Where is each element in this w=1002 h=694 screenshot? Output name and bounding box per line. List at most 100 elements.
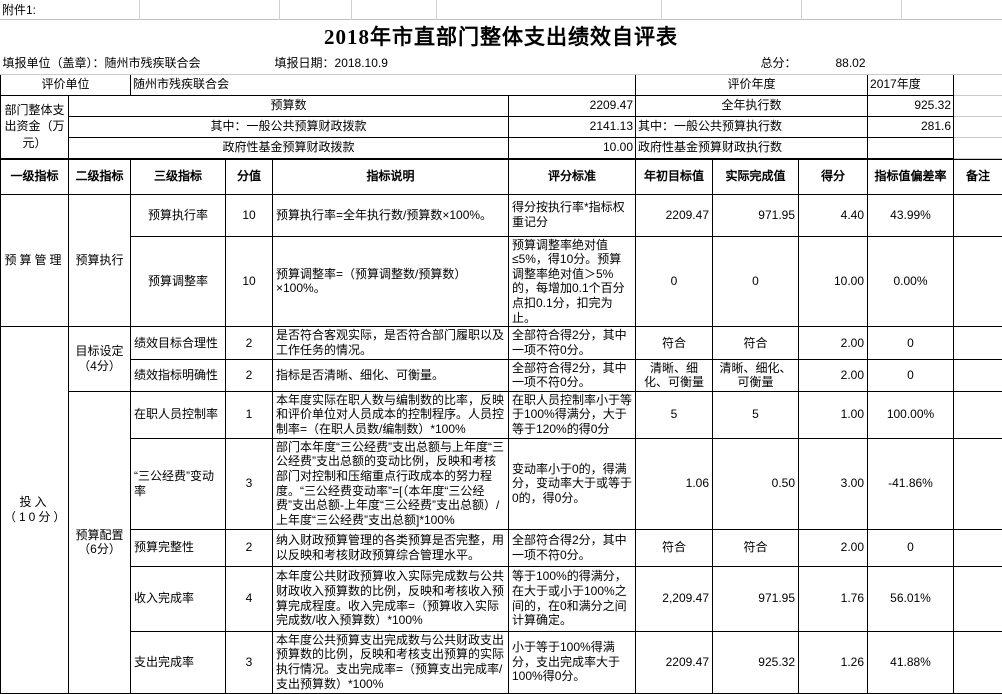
cell-weight: 3 bbox=[226, 438, 273, 529]
cell-deviation: 100.00% bbox=[868, 391, 954, 438]
table-row: “三公经费”变动率 3 部门本年度“三公经费”支出总额与上年度“三公经费”支出总… bbox=[1, 438, 1002, 529]
cell-actual: 符合 bbox=[713, 529, 799, 566]
table-row: 支出完成率 3 本年度公共预算支出完成数与公共财政支出预算数的比例，反映和考核支… bbox=[1, 631, 1002, 693]
cell-description: 本年度公共预算支出完成数与公共财政支出预算数的比例，反映和考核支出预算的实际执行… bbox=[273, 631, 509, 693]
table-row: 收入完成率 4 本年度公共财政预算收入实际完成数与公共财政收入预算数的比例，反映… bbox=[1, 566, 1002, 631]
attachment-spacer-5 bbox=[662, 0, 802, 20]
cell-remark bbox=[954, 438, 1002, 529]
attachment-label: 附件1: bbox=[0, 0, 140, 20]
cell-description: 预算调整率=（预算调整数/预算数）×100%。 bbox=[273, 236, 509, 327]
cell-score: 1.76 bbox=[799, 566, 868, 631]
table-row: 投入（10分） 目标设定（4分） 绩效目标合理性 2 是否符合客观实际，是否符合… bbox=[1, 327, 1002, 359]
cell-deviation: 0 bbox=[868, 529, 954, 566]
total-score-value: 88.02 bbox=[799, 53, 868, 74]
cell-remark bbox=[954, 566, 1002, 631]
funds-right-value-0: 925.32 bbox=[868, 95, 954, 116]
cell-actual: 符合 bbox=[713, 327, 799, 359]
cell-level3: 支出完成率 bbox=[131, 631, 226, 693]
funds-left-label-2: 政府性基金预算财政拨款 bbox=[69, 137, 509, 158]
cell-weight: 2 bbox=[226, 359, 273, 391]
cell-deviation: 43.99% bbox=[868, 194, 954, 236]
attachment-spacer-1 bbox=[140, 0, 280, 20]
attachment-spacer-2 bbox=[280, 0, 352, 20]
cell-deviation: 0.00% bbox=[868, 236, 954, 327]
cell-criteria: 全部符合得2分，其中一项不符0分。 bbox=[509, 359, 636, 391]
cell-criteria: 在职人员控制率小于等于100%得满分，大于等于120%的得0分 bbox=[509, 391, 636, 438]
meta-filing-spacer bbox=[636, 53, 713, 74]
funds-right-label-0: 全年执行数 bbox=[636, 95, 868, 116]
meta-row-funds-3: 政府性基金预算财政拨款 10.00 政府性基金预算财政执行数 bbox=[1, 137, 1002, 158]
cell-description: 指标是否清晰、细化、可衡量。 bbox=[273, 359, 509, 391]
cell-score: 4.40 bbox=[799, 194, 868, 236]
title-band: 2018年市直部门整体支出绩效自评表 bbox=[0, 20, 1002, 53]
table-row: 预算完整性 2 纳入财政预算管理的各类预算是否完整，用以反映和考核财政预算综合管… bbox=[1, 529, 1002, 566]
cell-score: 1.00 bbox=[799, 391, 868, 438]
meta-eval-spacer bbox=[954, 74, 1002, 95]
cell-score: 3.00 bbox=[799, 438, 868, 529]
cell-score: 10.00 bbox=[799, 236, 868, 327]
cell-target: 2209.47 bbox=[636, 631, 713, 693]
funds-left-label-0: 预算数 bbox=[69, 95, 509, 116]
cell-score: 2.00 bbox=[799, 529, 868, 566]
cell-target: 清晰、细化、可衡量 bbox=[636, 359, 713, 391]
funds-left-value-1: 2141.13 bbox=[509, 116, 636, 137]
cell-score: 2.00 bbox=[799, 327, 868, 359]
cell-deviation: 0 bbox=[868, 359, 954, 391]
attachment-strip: 附件1: bbox=[0, 0, 1002, 20]
meta-table: 填报单位（盖章）：随州市残疾联合会 填报日期：2018.10.9 总分： 88.… bbox=[0, 53, 1002, 159]
cell-level3: 预算执行率 bbox=[131, 194, 226, 236]
cell-criteria: 预算调整率绝对值≤5%，得10分。预算调整率绝对值＞5%的，每增加0.1个百分点… bbox=[509, 236, 636, 327]
col-header-remark: 备注 bbox=[954, 159, 1002, 194]
cell-score: 2.00 bbox=[799, 359, 868, 391]
cell-target: 符合 bbox=[636, 327, 713, 359]
funds-left-value-2: 10.00 bbox=[509, 137, 636, 158]
funds-right-value-1: 281.6 bbox=[868, 116, 954, 137]
cell-level3: 绩效目标合理性 bbox=[131, 327, 226, 359]
cell-criteria: 等于100%的得满分，在大于或小于100%之间的，在0和满分之间计算确定。 bbox=[509, 566, 636, 631]
meta-filing-spacer-3 bbox=[954, 53, 1002, 74]
cell-level1: 预算管理 bbox=[1, 194, 69, 327]
funds-right-value-2 bbox=[868, 137, 954, 158]
col-header-target: 年初目标值 bbox=[636, 159, 713, 194]
col-header-level1: 一级指标 bbox=[1, 159, 69, 194]
cell-weight: 10 bbox=[226, 194, 273, 236]
cell-description: 部门本年度“三公经费”支出总额与上年度“三公经费”支出总额的变动比例，反映和考核… bbox=[273, 438, 509, 529]
cell-level3: 收入完成率 bbox=[131, 566, 226, 631]
cell-weight: 2 bbox=[226, 529, 273, 566]
cell-weight: 3 bbox=[226, 631, 273, 693]
table-row: 预算配置（6分） 在职人员控制率 1 本年度实际在职人数与编制数的比率，反映和评… bbox=[1, 391, 1002, 438]
eval-year-label: 评价年度 bbox=[636, 74, 868, 95]
cell-level3: 在职人员控制率 bbox=[131, 391, 226, 438]
cell-criteria: 全部符合得2分，其中一项不符0分。 bbox=[509, 327, 636, 359]
funds-right-label-1: 其中：一般公共预算执行数 bbox=[636, 116, 868, 137]
cell-remark bbox=[954, 529, 1002, 566]
cell-level2: 预算执行 bbox=[69, 194, 131, 327]
cell-target: 2,209.47 bbox=[636, 566, 713, 631]
filing-date-label: 填报日期：2018.10.9 bbox=[273, 53, 636, 74]
attachment-spacer-3 bbox=[352, 0, 437, 20]
cell-description: 预算执行率=全年执行数/预算数×100%。 bbox=[273, 194, 509, 236]
total-score-label: 总分： bbox=[713, 53, 799, 74]
attachment-spacer-7 bbox=[902, 0, 1002, 20]
cell-actual: 0 bbox=[713, 236, 799, 327]
cell-target: 2209.47 bbox=[636, 194, 713, 236]
funds-right-label-2: 政府性基金预算财政执行数 bbox=[636, 137, 868, 158]
cell-weight: 1 bbox=[226, 391, 273, 438]
cell-target: 符合 bbox=[636, 529, 713, 566]
table-row: 预算管理 预算执行 预算执行率 10 预算执行率=全年执行数/预算数×100%。… bbox=[1, 194, 1002, 236]
cell-weight: 4 bbox=[226, 566, 273, 631]
page-title: 2018年市直部门整体支出绩效自评表 bbox=[324, 21, 678, 51]
cell-level3: 绩效指标明确性 bbox=[131, 359, 226, 391]
cell-deviation: -41.86% bbox=[868, 438, 954, 529]
table-row: 绩效指标明确性 2 指标是否清晰、细化、可衡量。 全部符合得2分，其中一项不符0… bbox=[1, 359, 1002, 391]
col-header-criteria: 评分标准 bbox=[509, 159, 636, 194]
cell-target: 5 bbox=[636, 391, 713, 438]
table-row: 预算调整率 10 预算调整率=（预算调整数/预算数）×100%。 预算调整率绝对… bbox=[1, 236, 1002, 327]
col-header-score: 得分 bbox=[799, 159, 868, 194]
cell-level1: 投入（10分） bbox=[1, 327, 69, 693]
cell-level3: 预算调整率 bbox=[131, 236, 226, 327]
cell-weight: 10 bbox=[226, 236, 273, 327]
cell-description: 本年度公共财政预算收入实际完成数与公共财政收入预算数的比例，反映和考核收入预算完… bbox=[273, 566, 509, 631]
cell-level3: 预算完整性 bbox=[131, 529, 226, 566]
meta-funds-spacer-0 bbox=[954, 95, 1002, 116]
